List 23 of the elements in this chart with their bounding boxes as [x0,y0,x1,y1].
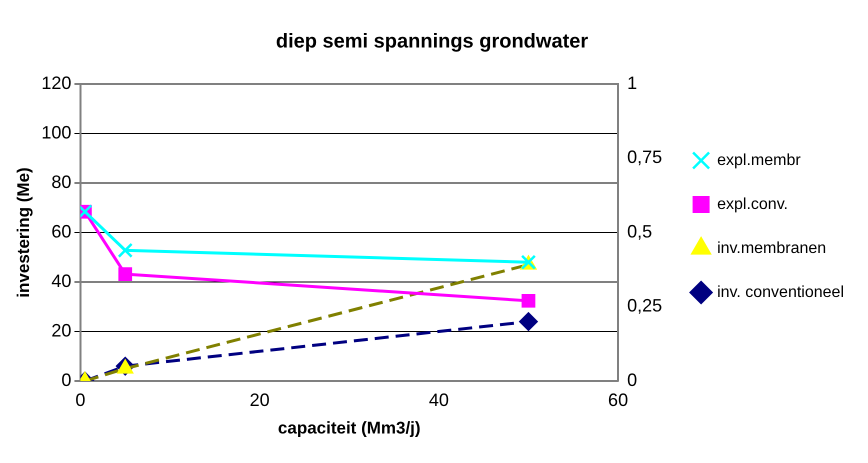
y-tick-label: 80 [51,172,72,192]
y2-tick-label: 1 [627,72,638,93]
x-axis-title: capaciteit (Mm3/j) [278,418,421,438]
y-tick-label: 20 [51,320,72,340]
y-tick-label: 0 [61,370,72,390]
legend-label: inv. conventioneel [717,284,844,301]
y2-tick-label: 0,25 [627,296,662,316]
y2-tick-label: 0,5 [627,221,652,242]
x-tick-label: 0 [75,390,86,410]
x-tick-label: 40 [428,390,449,410]
y-tick-label: 60 [51,221,72,242]
legend-label: expl.membr [717,152,802,169]
legend-label: inv.membranen [717,240,826,257]
y-axis-title: investering (Me) [14,167,33,298]
y-tick-label: 100 [41,122,72,142]
x-tick-label: 60 [608,390,628,410]
legend-label: expl.conv. [717,196,788,213]
chart-title: diep semi spannings grondwater [276,30,588,53]
y-tick-label: 120 [41,72,72,93]
y2-tick-label: 0 [627,370,638,390]
y-tick-label: 40 [51,270,72,291]
y2-tick-label: 0,75 [627,147,662,168]
x-tick-label: 20 [250,390,270,410]
